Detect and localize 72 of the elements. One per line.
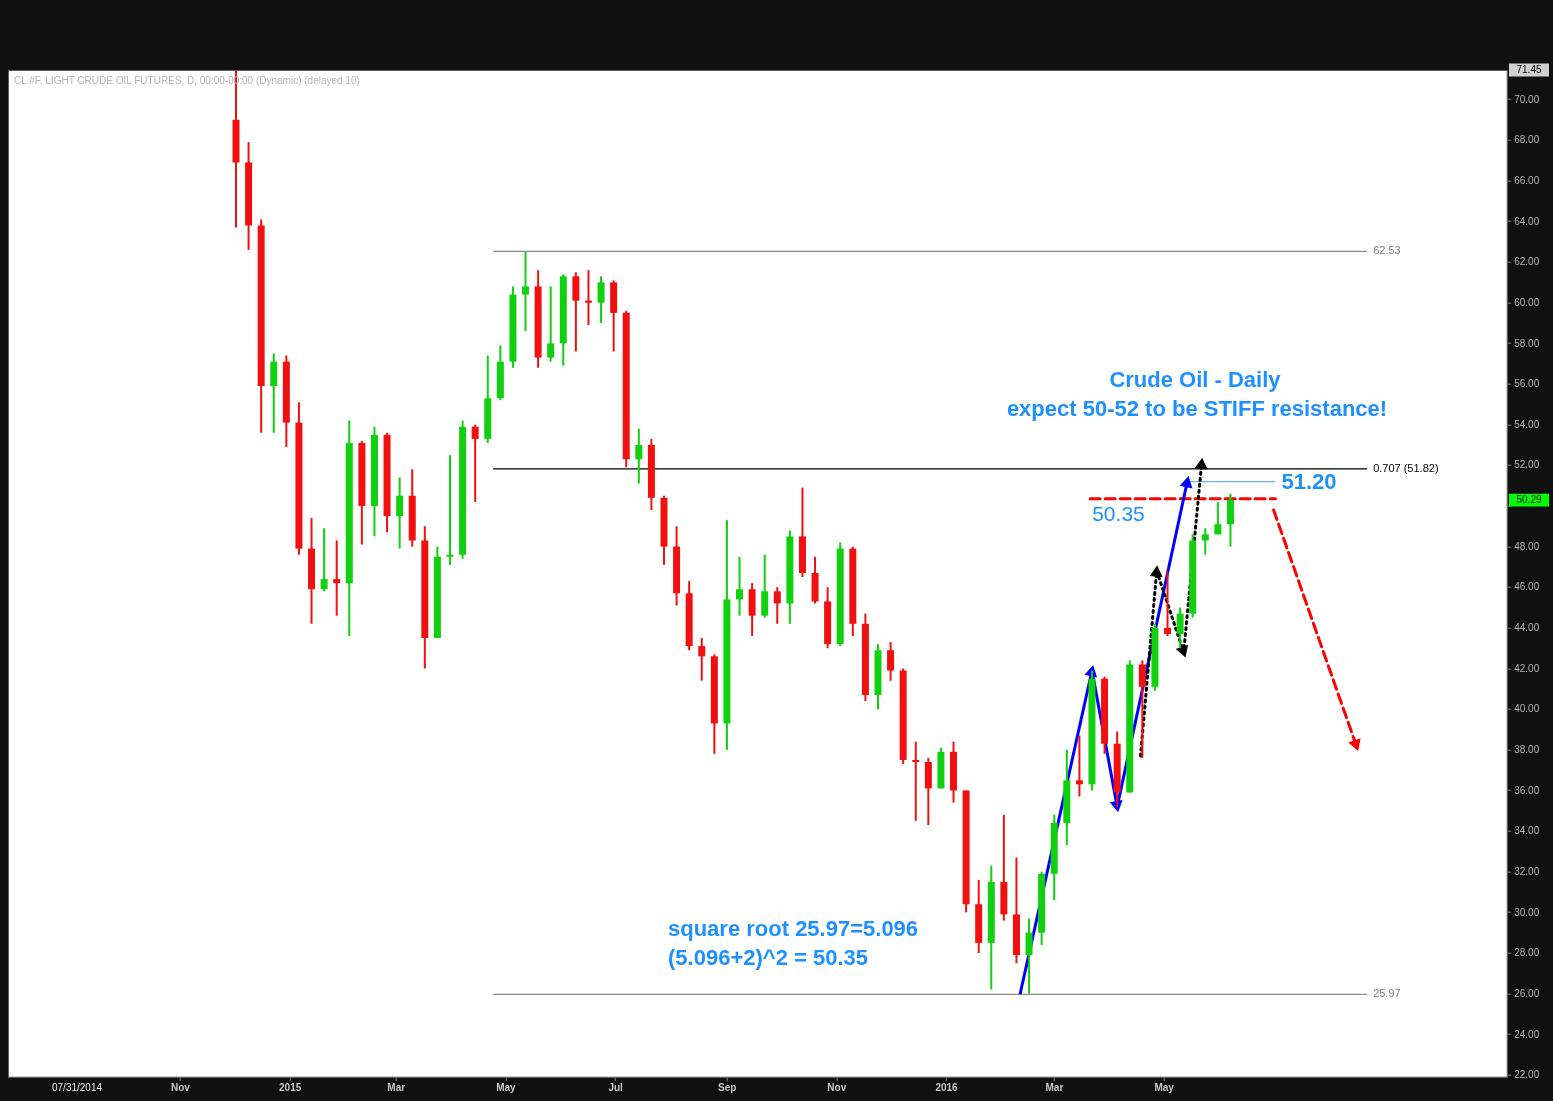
x-tick-label: Mar xyxy=(1045,1082,1064,1094)
annotation: 50.35 xyxy=(1092,501,1145,525)
candlestick xyxy=(1025,917,1033,995)
candlestick xyxy=(1214,500,1222,536)
y-tick-label: 30.00 xyxy=(1514,906,1540,918)
candlestick xyxy=(1201,527,1209,556)
annotation: 25.97 xyxy=(1373,987,1401,1000)
y-tick-label: 62.00 xyxy=(1514,256,1540,268)
annotation: 71.45 xyxy=(1516,64,1542,75)
candlestick xyxy=(522,250,530,333)
candlestick xyxy=(635,427,643,485)
candlestick xyxy=(547,285,555,363)
x-tick-label: May xyxy=(496,1082,517,1094)
y-tick-label: 48.00 xyxy=(1514,540,1540,552)
candlestick xyxy=(333,539,341,617)
x-tick-label: 2015 xyxy=(279,1082,302,1094)
candlestick xyxy=(736,555,744,617)
annotation: expect 50-52 to be STIFF resistance! xyxy=(1006,396,1388,421)
candlestick xyxy=(773,586,781,625)
y-tick-label: 26.00 xyxy=(1514,987,1540,999)
y-tick-label: 22.00 xyxy=(1514,1069,1540,1081)
y-tick-label: 42.00 xyxy=(1514,662,1540,674)
x-tick-label: Nov xyxy=(827,1082,847,1094)
y-tick-label: 54.00 xyxy=(1514,418,1540,430)
candlestick xyxy=(887,641,895,682)
candlestick xyxy=(320,527,328,593)
y-tick-label: 40.00 xyxy=(1514,703,1540,715)
y-tick-label: 32.00 xyxy=(1514,865,1540,877)
text: 07/31/2014 xyxy=(52,1082,103,1093)
x-tick-label: May xyxy=(1154,1082,1175,1094)
annotation: 62.53 xyxy=(1373,244,1401,257)
point xyxy=(1179,476,1193,489)
annotation: square root 25.97=5.096 xyxy=(668,916,919,941)
x-tick-label: Sep xyxy=(717,1082,737,1094)
y-tick-label: 24.00 xyxy=(1514,1028,1540,1040)
annotation: (5.096+2)^2 = 50.35 xyxy=(668,945,868,970)
y-tick-label: 28.00 xyxy=(1514,947,1540,959)
candlestick xyxy=(396,476,404,550)
x-tick-label: Mar xyxy=(387,1082,406,1094)
y-tick-label: 66.00 xyxy=(1514,174,1540,186)
y-tick-label: 44.00 xyxy=(1514,622,1540,634)
y-tick-label: 70.00 xyxy=(1514,93,1540,105)
y-tick-label: 36.00 xyxy=(1514,784,1540,796)
y-tick-label: 46.00 xyxy=(1514,581,1540,593)
x-tick-label: Nov xyxy=(170,1082,191,1094)
y-tick-label: 38.00 xyxy=(1514,744,1540,755)
candlestick xyxy=(1164,569,1172,637)
candlestick xyxy=(597,275,605,325)
annotation: 51.20 xyxy=(1281,468,1337,494)
x-tick-label: 2016 xyxy=(935,1082,959,1094)
candlestick xyxy=(1138,659,1146,759)
y-tick-label: 34.00 xyxy=(1514,825,1540,837)
y-tick-label: 64.00 xyxy=(1514,215,1540,227)
y-tick-label: 60.00 xyxy=(1514,296,1540,308)
candlestick xyxy=(912,740,920,822)
candlestick xyxy=(584,269,592,327)
candlestick xyxy=(471,423,479,503)
candlestick xyxy=(446,454,454,566)
point xyxy=(1149,565,1163,578)
candlestick xyxy=(1176,606,1184,650)
y-tick-label: 52.00 xyxy=(1514,459,1540,471)
annotation: 50.29 xyxy=(1516,494,1542,506)
candlestick xyxy=(1075,734,1083,798)
y-tick-label: 68.00 xyxy=(1514,134,1540,146)
point xyxy=(1175,644,1189,658)
x-tick-label: Jul xyxy=(608,1082,624,1094)
point xyxy=(1194,457,1208,470)
annotation: Crude Oil - Daily xyxy=(1109,367,1282,392)
y-tick-label: 56.00 xyxy=(1514,378,1540,390)
annotation: 0.707 (51.82) xyxy=(1373,461,1439,474)
y-tick-label: 58.00 xyxy=(1514,337,1540,349)
candlestick xyxy=(698,637,706,682)
